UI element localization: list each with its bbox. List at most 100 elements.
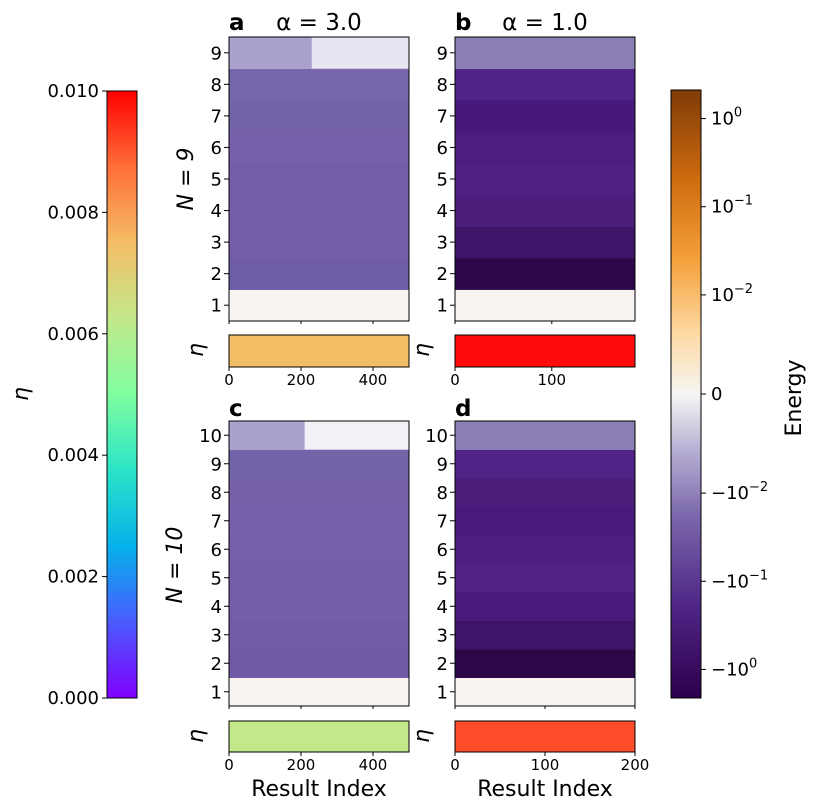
- eta-colorbar-tick-label: 0.008: [47, 202, 99, 223]
- eta-strip: 0 200 400: [224, 334, 410, 389]
- row-tick-label: 9: [211, 454, 222, 475]
- eta-axis-label: η: [410, 343, 435, 357]
- x-axis-label: Result Index: [477, 777, 613, 802]
- row-tick-label: 3: [437, 233, 448, 254]
- energy-colorbar-tick-label: −100: [711, 656, 757, 680]
- panel-letter: a: [229, 10, 245, 36]
- heatmap-row-9: [455, 449, 635, 479]
- row-tick-label: 5: [211, 568, 222, 589]
- row-tick-label: 3: [437, 625, 448, 646]
- heatmap-row-1: [455, 289, 635, 322]
- panel-title: α = 1.0: [502, 10, 588, 36]
- row-tick-label: 4: [211, 201, 222, 222]
- top-row-light-segment: [311, 37, 409, 69]
- energy-colorbar-tick-label: −10−1: [711, 568, 768, 592]
- heatmap-row-4: [455, 592, 635, 621]
- panel-letter: c: [229, 396, 243, 422]
- eta-x-tick-label: 400: [359, 756, 388, 774]
- row-tick-label: 5: [437, 568, 448, 589]
- row-tick-label: 8: [211, 75, 222, 96]
- eta-colorbar-tick-label: 0.006: [47, 324, 99, 345]
- row-tick-label: 9: [211, 43, 222, 64]
- heatmap-row-1: [229, 289, 409, 322]
- heatmap-row-7: [455, 100, 635, 133]
- eta-colorbar-ticks: 0.000 0.002 0.004 0.006 0.008 0.010: [47, 81, 107, 709]
- heatmap-row-2: [455, 257, 635, 290]
- eta-colorbar-tick-label: 0.010: [47, 81, 99, 102]
- row-ticks: 1 2 3 4 5 6 7 8 9: [211, 43, 374, 324]
- eta-x-tick-label: 0: [224, 756, 234, 774]
- heatmap-row-5: [455, 563, 635, 593]
- row-tick-label: 4: [211, 597, 222, 618]
- eta-strip: 0 100 200: [450, 720, 650, 774]
- energy-colorbar-gradient: [670, 89, 702, 699]
- row-label-n9: N = 9: [174, 148, 199, 211]
- panel-b: b α = 1.0 1 2 3 4 5 6 7 8 9 0 100 η: [410, 10, 636, 389]
- heatmap-row-3: [229, 226, 409, 259]
- eta-strip-bar: [454, 334, 636, 368]
- heatmap-row-6: [229, 131, 409, 164]
- row-tick-label: 7: [211, 106, 222, 127]
- row-tick-label: 6: [211, 540, 222, 561]
- row-tick-label: 6: [211, 138, 222, 159]
- panel-d: d 1 2 3 4 5 6 7 8 9 10 0 100 200 η Result Index: [410, 396, 649, 802]
- heatmap-row-9: [229, 449, 409, 479]
- heatmap-row-4: [229, 592, 409, 621]
- row-tick-label: 9: [437, 43, 448, 64]
- row-tick-label: 10: [425, 426, 448, 447]
- heatmap-row-8: [455, 478, 635, 507]
- row-tick-label: 2: [211, 264, 222, 285]
- eta-x-tick-label: 100: [537, 371, 566, 389]
- panel-letter: d: [455, 396, 471, 422]
- row-tick-label: 9: [437, 454, 448, 475]
- row-ticks: 1 2 3 4 5 6 7 8 9 10: [425, 426, 636, 709]
- row-tick-label: 1: [211, 682, 222, 703]
- row-tick-label: 3: [211, 233, 222, 254]
- eta-x-tick-label: 200: [621, 756, 650, 774]
- row-tick-label: 2: [211, 654, 222, 675]
- heatmap-row-4: [229, 194, 409, 227]
- panel-a: a α = 3.0 1 2 3 4 5 6 7 8 9 0 200 400 η: [184, 10, 410, 389]
- heatmap-row-8: [455, 68, 635, 101]
- row-ticks: 1 2 3 4 5 6 7 8 9: [437, 43, 553, 324]
- row-tick-label: 4: [437, 597, 448, 618]
- eta-axis-label: η: [184, 343, 209, 357]
- row-tick-label: 8: [211, 483, 222, 504]
- heatmap-row-3: [455, 226, 635, 259]
- heatmap-row-8: [229, 478, 409, 507]
- row-tick-label: 7: [437, 106, 448, 127]
- energy-colorbar-tick-label: 100: [711, 106, 742, 130]
- row-tick-label: 2: [437, 654, 448, 675]
- top-row-light-segment: [304, 421, 409, 450]
- energy-colorbar-ticks: 100 10−1 10−2 0 −10−2 −10−1 −100: [701, 106, 768, 680]
- heatmap-row-5: [229, 163, 409, 196]
- heatmap-row-7: [229, 506, 409, 536]
- energy-colorbar-tick-label: 10−1: [711, 194, 753, 218]
- row-tick-label: 1: [437, 296, 448, 317]
- eta-strip-bar: [228, 334, 410, 368]
- energy-colorbar-tick-label: 10−2: [711, 282, 753, 306]
- panel-c: c 1 2 3 4 5 6 7 8 9 10 0 200 400 η Result Index: [184, 396, 410, 802]
- heatmap-row-6: [229, 535, 409, 564]
- eta-x-tick-label: 400: [359, 371, 388, 389]
- eta-colorbar-tick-label: 0.002: [47, 567, 99, 588]
- energy-colorbar: 100 10−1 10−2 0 −10−2 −10−1 −100 Energy: [670, 89, 807, 699]
- heatmap-row-6: [455, 535, 635, 564]
- heatmap-cells: [228, 420, 410, 707]
- eta-x-tick-label: 100: [531, 756, 560, 774]
- eta-axis-label: η: [410, 729, 435, 743]
- row-tick-label: 5: [211, 170, 222, 191]
- row-tick-label: 3: [211, 625, 222, 646]
- heatmap-frame: [228, 420, 410, 707]
- row-ticks: 1 2 3 4 5 6 7 8 9 10: [199, 426, 374, 709]
- row-tick-label: 6: [437, 138, 448, 159]
- eta-colorbar-label: η: [9, 387, 34, 401]
- heatmap-row-9: [455, 37, 635, 70]
- row-tick-label: 7: [211, 511, 222, 532]
- row-label-n10: N = 10: [163, 527, 188, 604]
- heatmap-cells: [228, 36, 410, 322]
- row-tick-label: 4: [437, 201, 448, 222]
- row-tick-label: 10: [199, 426, 222, 447]
- heatmap-row-2: [229, 649, 409, 678]
